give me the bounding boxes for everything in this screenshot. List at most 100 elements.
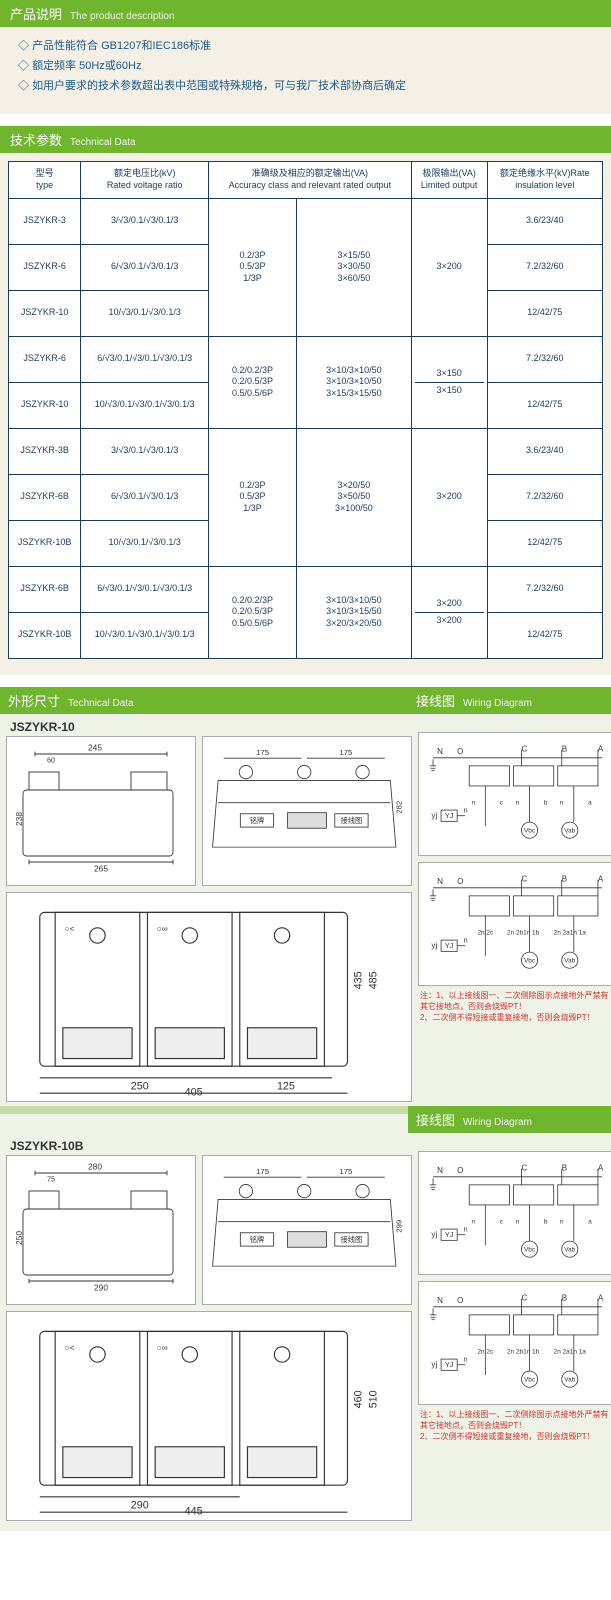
wiring-drawing: NO CBA 2n 2c2n 2b1n 1b2n 2a1n 1a yj YJ n… (425, 1288, 610, 1398)
cell-insul: 7.2/32/60 (487, 566, 602, 612)
cell-type: JSZYKR-10 (9, 382, 81, 428)
plan-view: ○< ○∞ 290 460 510 445 (6, 1311, 412, 1521)
svg-text:A: A (598, 1293, 604, 1302)
wiring-header-2: 接线图Wiring Diagram (408, 1106, 611, 1133)
dim-header: 外形尺寸 Technical Data (0, 687, 408, 714)
tech-body: 型号type额定电压比(kV)Rated voltage ratio准确级及相应… (0, 153, 611, 674)
svg-text:O: O (457, 747, 463, 756)
svg-text:238: 238 (14, 811, 24, 825)
cell-insul: 12/42/75 (487, 290, 602, 336)
svg-text:2n 2a: 2n 2a (554, 929, 570, 936)
table-row: JSZYKR-66/√3/0.1/√3/0.1/√3/0.1/30.2/0.2/… (9, 336, 603, 382)
cell-ratio: 3/√3/0.1/√3/0.1/3 (81, 428, 209, 474)
svg-text:c: c (500, 799, 504, 806)
svg-text:YJ: YJ (445, 1230, 454, 1239)
cell-type: JSZYKR-10 (9, 290, 81, 336)
svg-text:Vbc: Vbc (524, 1246, 536, 1253)
cell-ratio: 6/√3/0.1/√3/0.1/3 (81, 244, 209, 290)
front-view: 245 60 238 265 (6, 736, 196, 886)
cell-accuracy: 0.2/3P0.5/3P1/3P (209, 198, 297, 336)
svg-text:Vbc: Vbc (524, 827, 536, 834)
cell-ratio: 10/√3/0.1/√3/0.1/√3/0.1/3 (81, 382, 209, 428)
cell-ratio: 6/√3/0.1/√3/0.1/√3/0.1/3 (81, 336, 209, 382)
cell-type: JSZYKR-6 (9, 244, 81, 290)
svg-text:460: 460 (352, 1390, 364, 1408)
cell-type: JSZYKR-6 (9, 336, 81, 382)
svg-text:175: 175 (339, 748, 352, 757)
cell-accuracy: 0.2/0.2/3P0.2/0.5/3P0.5/0.5/6P (209, 566, 297, 658)
svg-text:N: N (437, 1296, 443, 1305)
svg-text:N: N (437, 1166, 443, 1175)
svg-text:铭牌: 铭牌 (250, 1235, 264, 1244)
cell-accuracy: 0.2/0.2/3P0.2/0.5/3P0.5/0.5/6P (209, 336, 297, 428)
svg-text:A: A (598, 744, 604, 753)
wiring-notes: 注：1、以上接线图一、二次侧除图示点接地外严禁有其它接地点，否则会烧毁PT！2、… (418, 1405, 611, 1447)
cell-insul: 7.2/32/60 (487, 474, 602, 520)
svg-text:○∞: ○∞ (157, 1342, 168, 1352)
wiring-header-cn: 接线图 (416, 691, 455, 710)
svg-text:O: O (457, 877, 463, 886)
plan-drawing: ○< ○∞ 250 125 435 485 405 (14, 897, 404, 1097)
svg-text:2n 2a: 2n 2a (554, 1348, 570, 1355)
svg-text:Vbc: Vbc (524, 1376, 536, 1383)
front-view: 280 75 250 290 (6, 1155, 196, 1305)
desc-line: 如用户要求的技术参数超出表中范围或特殊规格，可与我厂技术部协商后确定 (18, 77, 593, 97)
plan-drawing: ○< ○∞ 290 460 510 445 (14, 1316, 404, 1516)
plan-view: ○< ○∞ 250 125 435 485 405 (6, 892, 412, 1102)
cell-insul: 7.2/32/60 (487, 244, 602, 290)
svg-text:1n 1b: 1n 1b (523, 929, 539, 936)
svg-text:a: a (588, 799, 592, 806)
side-view: 175 175 铭牌 接线图 282 (202, 736, 412, 886)
svg-text:Vab: Vab (564, 1246, 575, 1253)
svg-text:接线图: 接线图 (341, 1235, 363, 1244)
svg-text:yj: yj (431, 1230, 437, 1239)
cell-relevant: 3×15/503×30/503×60/50 (297, 198, 412, 336)
svg-text:2n 2b: 2n 2b (507, 929, 523, 936)
svg-text:1n 1a: 1n 1a (570, 929, 586, 936)
tech-header-en: Technical Data (70, 137, 136, 148)
cell-ratio: 10/√3/0.1/√3/0.1/3 (81, 290, 209, 336)
svg-text:n: n (464, 1354, 468, 1363)
svg-text:n: n (471, 799, 475, 806)
svg-text:C: C (522, 744, 528, 753)
svg-text:n: n (560, 799, 564, 806)
svg-text:245: 245 (88, 742, 102, 752)
svg-text:B: B (562, 1163, 567, 1172)
cell-type: JSZYKR-6B (9, 474, 81, 520)
col-header: 极限输出(VA)Limited output (411, 162, 487, 198)
svg-text:175: 175 (339, 1167, 352, 1176)
wiring-diagram-2: NO CBA 2n 2c2n 2b1n 1b2n 2a1n 1a yj YJ n… (418, 862, 611, 986)
svg-text:60: 60 (47, 755, 55, 764)
svg-text:n: n (516, 1218, 520, 1225)
svg-text:B: B (562, 1293, 567, 1302)
svg-text:O: O (457, 1166, 463, 1175)
svg-text:280: 280 (88, 1161, 102, 1171)
svg-text:Vab: Vab (564, 827, 575, 834)
dim-header-en: Technical Data (68, 698, 134, 709)
svg-text:B: B (562, 874, 567, 883)
model-name: JSZYKR-10B (6, 1133, 412, 1155)
svg-text:299: 299 (394, 1220, 403, 1233)
cell-type: JSZYKR-10B (9, 520, 81, 566)
cell-ratio: 10/√3/0.1/√3/0.1/3 (81, 520, 209, 566)
side-view: 175 175 铭牌 接线图 299 (202, 1155, 412, 1305)
cell-limited: 3×200 (411, 428, 487, 566)
desc-header-en: The product description (70, 11, 175, 22)
model-name: JSZYKR-10 (6, 714, 412, 736)
spec-table: 型号type额定电压比(kV)Rated voltage ratio准确级及相应… (8, 161, 603, 658)
svg-text:265: 265 (94, 863, 108, 873)
wiring-drawing: NO CBA 2n 2c2n 2b1n 1b2n 2a1n 1a yj YJ n… (425, 869, 610, 979)
svg-text:a: a (588, 1218, 592, 1225)
svg-text:O: O (457, 1296, 463, 1305)
svg-text:YJ: YJ (445, 941, 454, 950)
cell-relevant: 3×20/503×50/503×100/50 (297, 428, 412, 566)
cell-insul: 3.6/23/40 (487, 198, 602, 244)
cell-insul: 12/42/75 (487, 520, 602, 566)
wiring-drawing: NO CBA ncnbna yj YJ n Vbc Vab (425, 1158, 610, 1268)
tech-header: 技术参数 Technical Data (0, 126, 611, 153)
wiring-diagram-1: NO CBA ncnbna yj YJ n Vbc Vab (418, 1151, 611, 1275)
cell-type: JSZYKR-3 (9, 198, 81, 244)
table-row: JSZYKR-33/√3/0.1/√3/0.1/30.2/3P0.5/3P1/3… (9, 198, 603, 244)
cell-insul: 12/42/75 (487, 382, 602, 428)
wiring-header-en: Wiring Diagram (463, 698, 532, 709)
